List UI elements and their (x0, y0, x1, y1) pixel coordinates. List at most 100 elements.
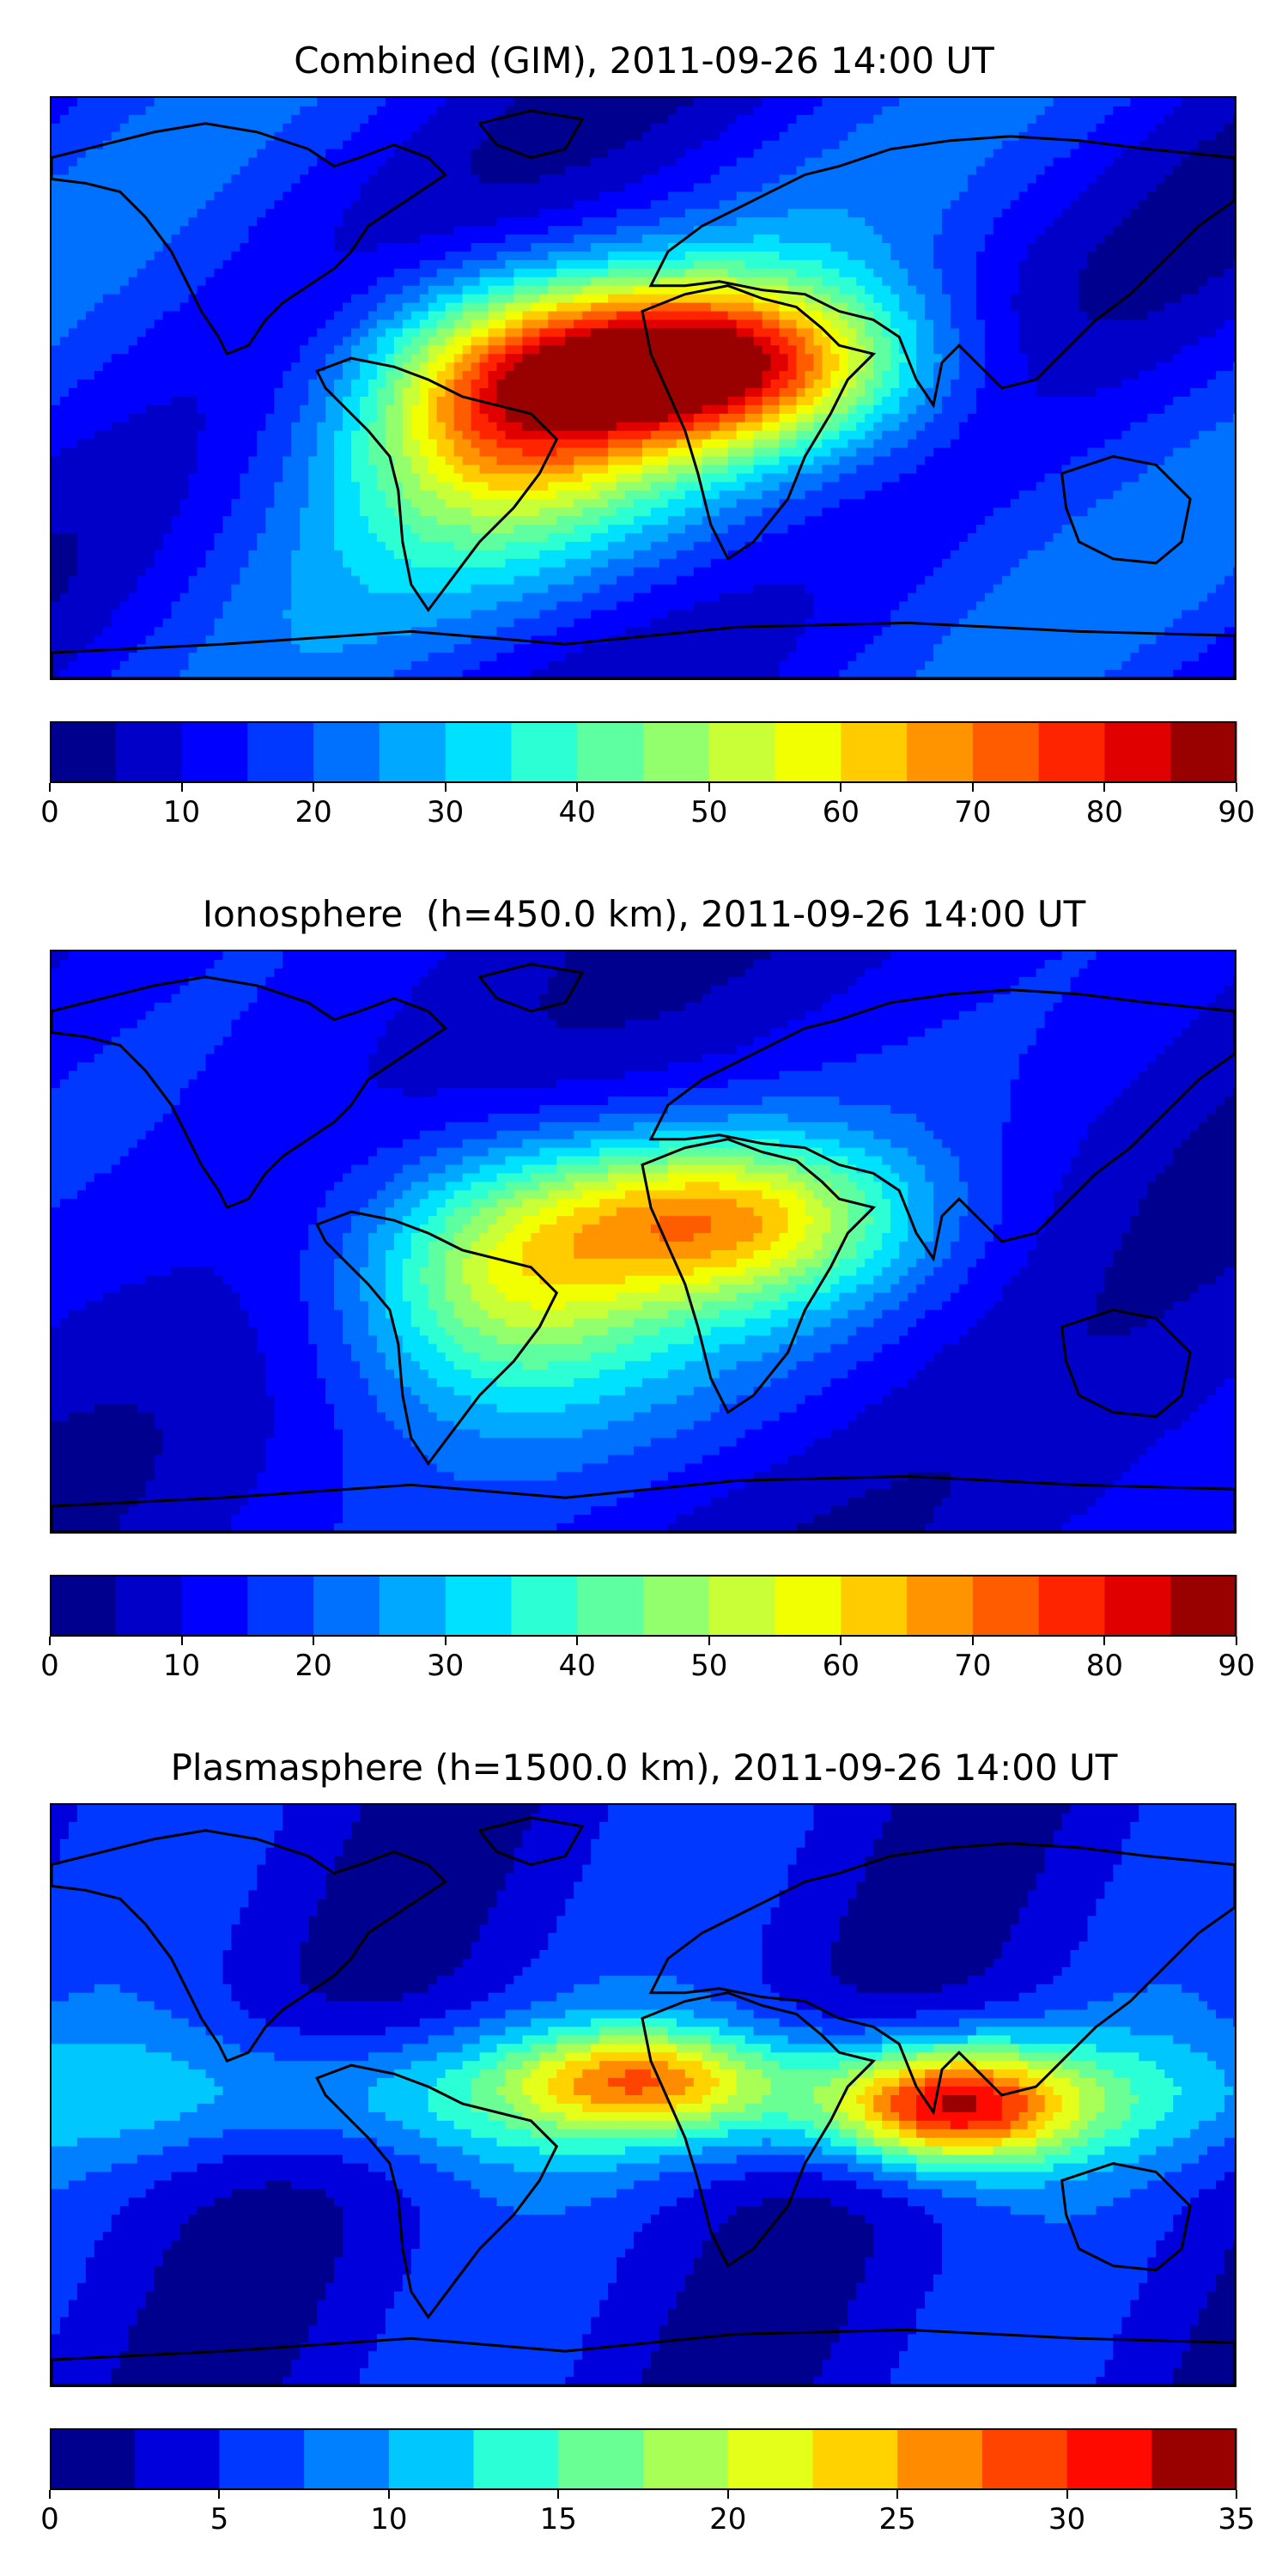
colorbar-swatch (643, 2428, 729, 2490)
colorbar-tick-label: 5 (210, 2502, 229, 2537)
colorbar-tick (708, 1637, 710, 1645)
coastline-5 (1060, 2161, 1192, 2272)
colorbar-swatch (708, 721, 776, 783)
colorbar-swatch (50, 1575, 117, 1637)
colorbar-tick-label: 20 (709, 2502, 746, 2537)
colorbar-swatch (775, 721, 841, 783)
colorbar-tick (1103, 783, 1106, 792)
colorbar-swatch (134, 2428, 220, 2490)
colorbar-tick-label: 25 (879, 2502, 916, 2537)
colorbar-swatch (304, 2428, 390, 2490)
colorbar-swatch (50, 721, 117, 783)
colorbar-tick (726, 2490, 729, 2499)
colorbar-swatch (181, 1575, 248, 1637)
colorbar-tick-label: 60 (823, 795, 860, 829)
colorbar-tick-label: 80 (1086, 1649, 1123, 1683)
colorbar-tick-label: 20 (295, 795, 331, 829)
coastline-0 (52, 975, 448, 1210)
coastline-4 (648, 1842, 1235, 2116)
colorbar-tick-label: 30 (1048, 2502, 1085, 2537)
colorbar-tick-label: 90 (1218, 1649, 1255, 1683)
colorbar-tick (971, 1637, 974, 1645)
coastline-2 (477, 963, 585, 1013)
colorbar-swatch (1038, 721, 1105, 783)
colorbar-swatch (1151, 2428, 1237, 2490)
colorbar-tick-label: 40 (559, 795, 596, 829)
colorbar-swatch (708, 1575, 776, 1637)
colorbar-tick (1236, 783, 1237, 792)
colorbar-tick (313, 1637, 315, 1645)
coastline-4 (648, 135, 1235, 409)
colorbar-tick-label: 80 (1086, 795, 1123, 829)
colorbar-swatch (1104, 721, 1171, 783)
colorbar-tick (840, 783, 842, 792)
colorbar-swatch (379, 721, 447, 783)
colorbar-swatch (775, 1575, 841, 1637)
colorbar-swatch (50, 2428, 136, 2490)
colorbar-tick-label: 10 (163, 795, 200, 829)
colorbar-tick (387, 2490, 390, 2499)
coastline-0 (52, 122, 448, 356)
colorbar-swatch (445, 1575, 512, 1637)
colorbar-swatch (247, 721, 314, 783)
colorbar-tick (971, 783, 974, 792)
colorbar-tick (1236, 1637, 1237, 1645)
colorbar-swatch (577, 1575, 644, 1637)
colorbar-tick-label: 90 (1218, 795, 1255, 829)
coastline-1 (315, 356, 559, 613)
colorbar-tick (218, 2490, 221, 2499)
colorbar-swatch (445, 721, 512, 783)
colorbar-swatch (897, 2428, 983, 2490)
colorbar-tick-label: 20 (295, 1649, 331, 1683)
colorbar-swatch (972, 721, 1040, 783)
colorbar-tick (557, 2490, 560, 2499)
colorbar-tick-label: 10 (163, 1649, 200, 1683)
colorbar-tick-label: 40 (559, 1649, 596, 1683)
colorbar-swatch (511, 1575, 578, 1637)
colorbar-swatch (473, 2428, 559, 2490)
colorbar-tick (444, 1637, 447, 1645)
colorbar-tick (313, 783, 315, 792)
map-ionosphere-tec (50, 950, 1236, 1534)
colorbar-swatch (511, 721, 578, 783)
colorbar-swatch (972, 1575, 1040, 1637)
coastline-2 (477, 109, 585, 160)
coastline-6 (52, 621, 1235, 678)
colorbar-swatch (115, 721, 183, 783)
map-title-combined: Combined (GIM), 2011-09-26 14:00 UT (0, 39, 1288, 82)
colorbar-tick-label: 30 (427, 1649, 464, 1683)
colorbar-swatch (313, 721, 380, 783)
coastline-4 (648, 988, 1235, 1262)
colorbar-swatch (1066, 2428, 1152, 2490)
colorbar-swatch (313, 1575, 380, 1637)
colorbar-tick-label: 0 (40, 2502, 59, 2537)
colorbar-swatch (1170, 721, 1237, 783)
colorbar-ionosphere (50, 1575, 1237, 1637)
colorbar-swatch (181, 721, 248, 783)
colorbar-plasmasphere (50, 2428, 1237, 2490)
colorbar-combined (50, 721, 1237, 783)
colorbar-tick (49, 2490, 51, 2499)
map-title-plasmasphere: Plasmasphere (h=1500.0 km), 2011-09-26 1… (0, 1747, 1288, 1789)
colorbar-tick (180, 783, 183, 792)
colorbar-tick (1103, 1637, 1106, 1645)
colorbar-swatch (219, 2428, 305, 2490)
colorbar-tick-label: 50 (690, 795, 727, 829)
colorbar-tick-label: 70 (954, 1649, 991, 1683)
colorbar-swatch (115, 1575, 183, 1637)
colorbar-tick-label: 30 (427, 795, 464, 829)
colorbar-tick-label: 50 (690, 1649, 727, 1683)
colorbar-swatch (727, 2428, 813, 2490)
colorbar-swatch (1104, 1575, 1171, 1637)
coastline-6 (52, 2328, 1235, 2385)
colorbar-tick-label: 35 (1218, 2502, 1255, 2537)
colorbar-swatch (558, 2428, 644, 2490)
colorbar-tick-label: 0 (40, 1649, 59, 1683)
coastline-6 (52, 1474, 1235, 1532)
coastline-2 (477, 1816, 585, 1867)
coastline-3 (641, 284, 877, 562)
colorbar-tick-label: 10 (370, 2502, 407, 2537)
map-title-ionosphere: Ionosphere (h=450.0 km), 2011-09-26 14:0… (0, 893, 1288, 936)
colorbar-swatch (643, 721, 710, 783)
colorbar-swatch (577, 721, 644, 783)
